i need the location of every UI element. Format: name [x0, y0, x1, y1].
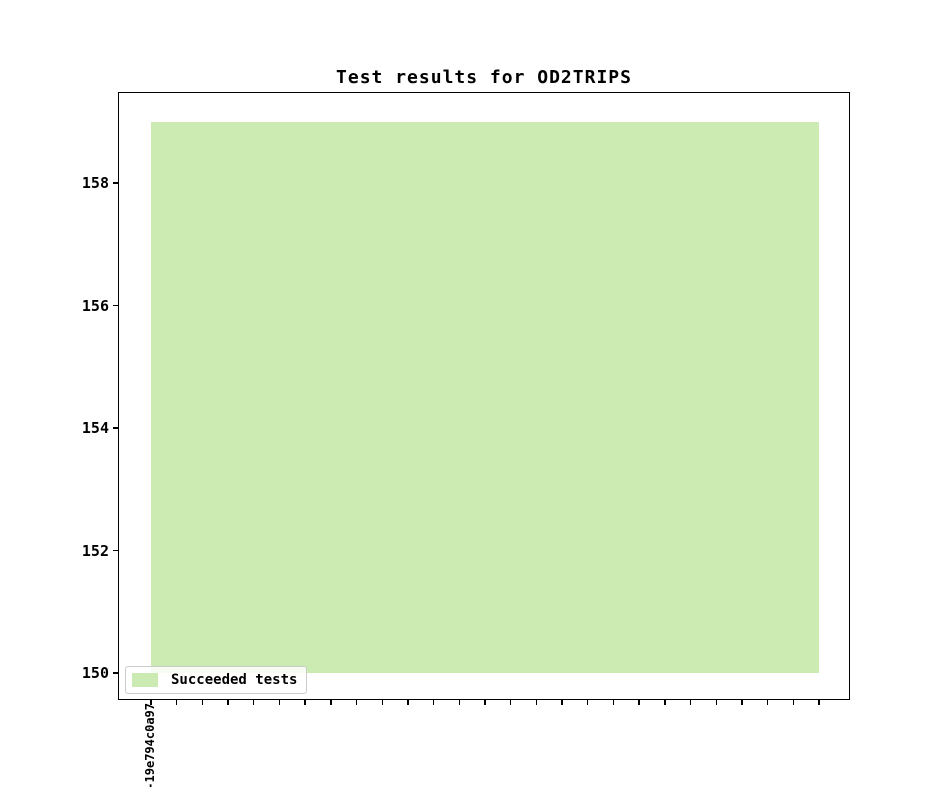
x-axis-tick-mark — [638, 700, 640, 705]
y-axis-tick-mark — [113, 672, 118, 674]
y-axis-tick-label: 150 — [81, 664, 109, 682]
x-axis-tick-mark — [509, 700, 512, 705]
x-axis-tick-mark — [484, 700, 486, 705]
y-axis-tick-mark — [113, 427, 118, 429]
x-axis-tick-mark — [612, 700, 615, 705]
x-axis-tick-mark — [587, 700, 589, 705]
x-axis-tick-mark — [253, 700, 255, 705]
x-axis-tick-mark — [278, 700, 281, 705]
legend-label-succeeded: Succeeded tests — [171, 672, 298, 688]
x-axis-tick-mark — [458, 700, 460, 705]
x-axis-tick-mark — [741, 700, 743, 705]
chart-title: Test results for OD2TRIPS — [336, 67, 632, 88]
x-axis-tick-mark — [689, 700, 692, 705]
y-axis-tick-mark — [113, 182, 118, 184]
y-axis-tick-mark — [113, 304, 118, 307]
x-axis-tick-mark — [150, 700, 152, 705]
x-axis-tick-mark — [818, 700, 820, 705]
x-axis-tick-mark — [304, 700, 306, 705]
legend: Succeeded tests — [125, 666, 307, 694]
x-axis-tick-mark — [175, 700, 178, 705]
x-tick-label-commit: -19e794c0a97 — [143, 703, 157, 787]
y-axis-tick-label: 154 — [81, 419, 109, 437]
x-axis-tick-mark — [201, 700, 204, 705]
x-axis-tick-mark — [407, 700, 409, 705]
x-axis-tick-mark — [330, 700, 332, 705]
succeeded-tests-bar — [151, 121, 819, 673]
y-axis-tick-label: 158 — [81, 174, 109, 192]
x-axis-tick-mark — [432, 700, 435, 705]
plot-area — [118, 92, 850, 700]
x-axis-tick-mark — [561, 700, 563, 705]
x-axis-tick-mark — [766, 700, 769, 705]
x-axis-tick-mark — [381, 700, 383, 705]
legend-swatch-succeeded — [132, 673, 158, 687]
x-axis-tick-mark — [792, 700, 794, 705]
y-axis-tick-label: 152 — [81, 541, 109, 560]
x-axis-tick-mark — [664, 700, 666, 705]
x-axis-tick-mark — [227, 700, 229, 705]
x-axis-tick-mark — [355, 700, 358, 705]
x-axis-tick-mark — [715, 700, 717, 705]
y-axis-tick-mark — [113, 549, 118, 552]
y-axis-tick-label: 156 — [81, 296, 109, 315]
x-axis-tick-mark — [535, 700, 538, 705]
